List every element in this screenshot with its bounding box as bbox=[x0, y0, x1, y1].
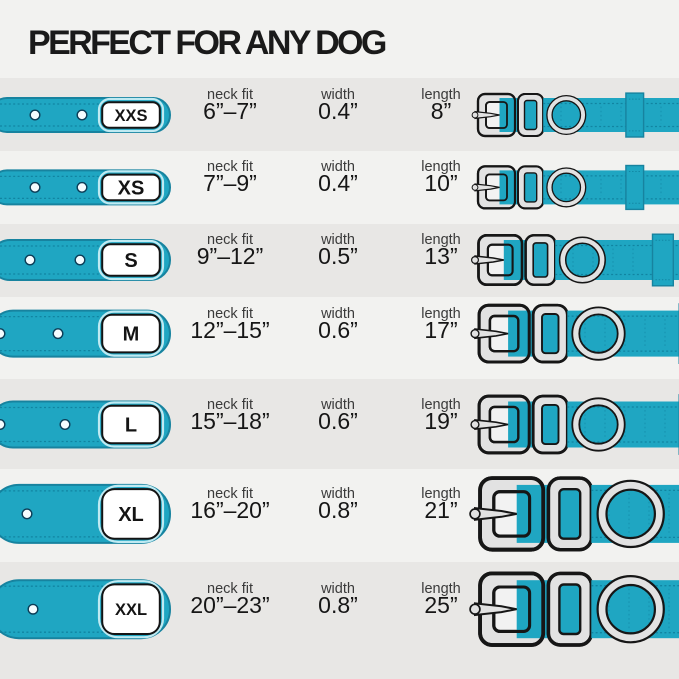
svg-text:XL: XL bbox=[118, 504, 144, 526]
svg-text:S: S bbox=[124, 250, 137, 272]
svg-text:XS: XS bbox=[118, 177, 145, 199]
svg-text:M: M bbox=[123, 324, 140, 346]
svg-text:XXS: XXS bbox=[114, 107, 147, 125]
svg-text:L: L bbox=[125, 415, 137, 437]
svg-text:XXL: XXL bbox=[115, 601, 147, 619]
